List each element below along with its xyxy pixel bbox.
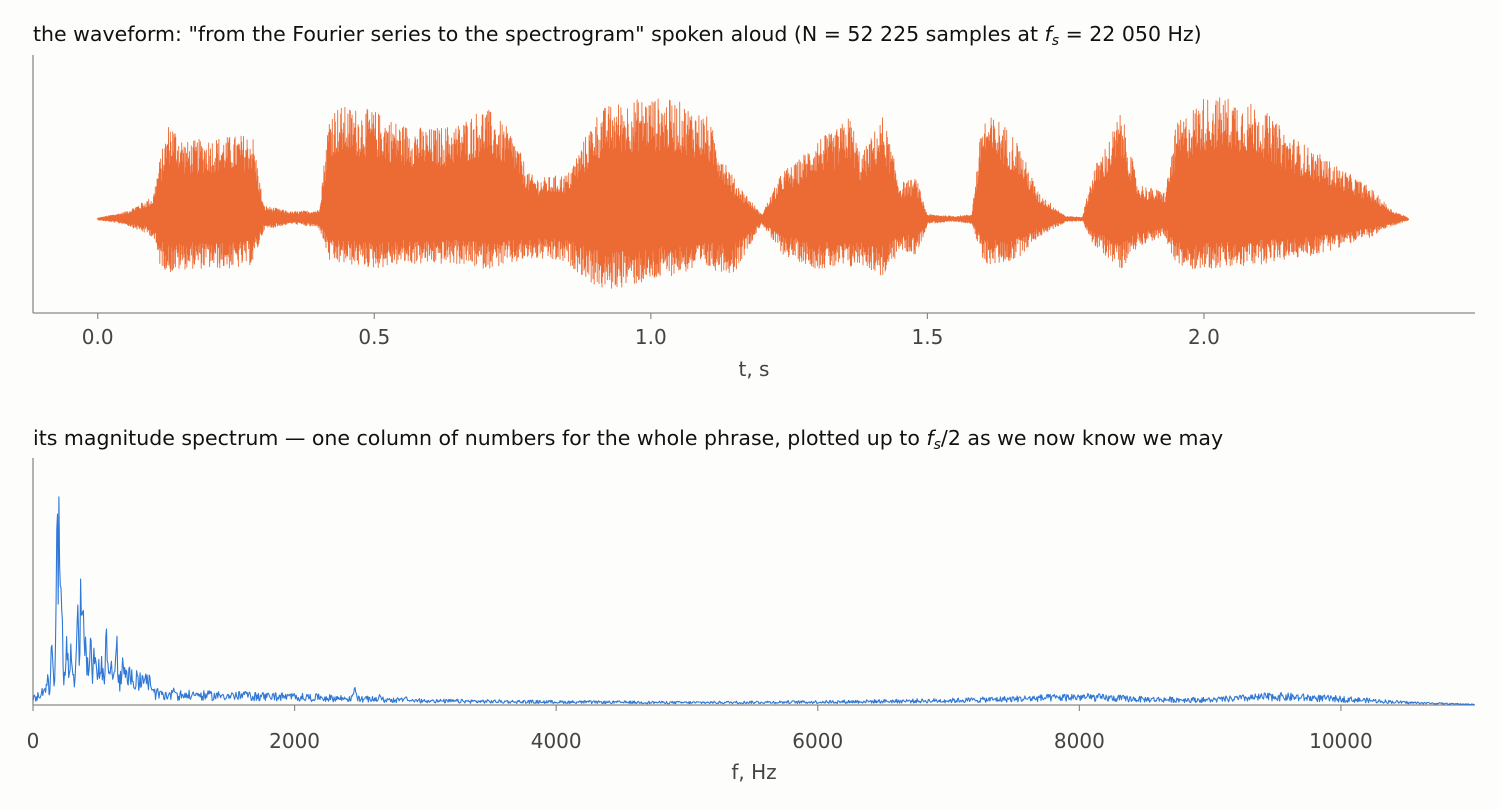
waveform-title-part: the waveform: "from the Fourier series t… xyxy=(33,22,1045,46)
waveform-panel: the waveform: "from the Fourier series t… xyxy=(32,22,1475,381)
x-tick-label: 0.0 xyxy=(82,325,114,349)
spectrum-series-line xyxy=(32,496,1475,706)
x-axis-label: f, Hz xyxy=(731,760,776,784)
x-tick-label: 2.0 xyxy=(1188,325,1220,349)
spectrum-title-part: s xyxy=(934,437,941,453)
x-tick-label: 1.5 xyxy=(911,325,943,349)
x-tick-label: 0.5 xyxy=(358,325,390,349)
x-tick-label: 6000 xyxy=(792,729,843,753)
x-tick-label: 8000 xyxy=(1054,729,1105,753)
x-tick-label: 0 xyxy=(27,729,40,753)
x-axis-label: t, s xyxy=(739,357,770,381)
waveform-title: the waveform: "from the Fourier series t… xyxy=(33,22,1202,49)
spectrum-title-part: f xyxy=(926,426,936,450)
waveform-title-part: = 22 050 Hz) xyxy=(1059,22,1202,46)
x-tick-label: 1.0 xyxy=(635,325,667,349)
spectrum-title: its magnitude spectrum — one column of n… xyxy=(33,426,1223,453)
x-tick-label: 2000 xyxy=(269,729,320,753)
waveform-series-line xyxy=(97,97,1410,289)
waveform-title-part: s xyxy=(1052,33,1059,49)
waveform-title-part: f xyxy=(1045,22,1055,46)
spectrum-title-part: its magnitude spectrum — one column of n… xyxy=(33,426,926,450)
spectrum-title-part: /2 as we now know we may xyxy=(941,426,1223,450)
x-tick-label: 4000 xyxy=(531,729,582,753)
spectrum-panel: its magnitude spectrum — one column of n… xyxy=(27,426,1475,784)
x-tick-label: 10000 xyxy=(1309,729,1373,753)
